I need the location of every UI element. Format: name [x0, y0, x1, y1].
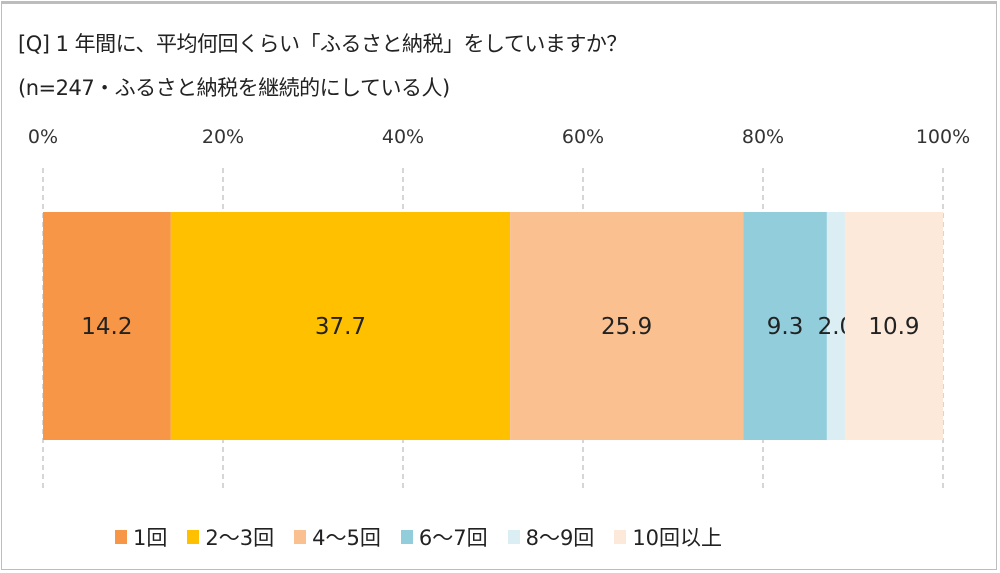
data-label: 25.9 [601, 314, 652, 340]
x-tick-label: 80% [742, 126, 784, 148]
data-label: 9.3 [767, 314, 804, 340]
chart-subtitle: (n=247・ふるさと納税を継続的にしている人) [18, 76, 450, 100]
legend-label: 10回以上 [632, 526, 723, 550]
legend-item: 6～7回 [400, 522, 488, 552]
legend-label: 2～3回 [205, 526, 275, 550]
legend-label: 1回 [133, 526, 168, 550]
bar-segment [844, 212, 943, 440]
bar-segment [510, 212, 744, 440]
legend-swatch [400, 530, 413, 544]
x-tick-label: 0% [28, 126, 58, 148]
legend-swatch [115, 530, 127, 544]
bar-segment [43, 212, 171, 440]
bar-segment [743, 212, 827, 440]
data-label: 10.9 [868, 314, 919, 340]
legend-item: 1回 [115, 522, 167, 552]
legend-label: 6～7回 [418, 526, 488, 550]
bar-segment [826, 212, 845, 440]
legend-swatch [187, 530, 200, 544]
data-label: 14.2 [81, 314, 132, 340]
chart-title: [Q] 1 年間に、平均何回くらい「ふるさと納税」をしていますか？ [18, 32, 627, 56]
legend-item: 10回以上 [614, 522, 722, 552]
legend-label: 8～9回 [525, 526, 595, 550]
legend: 1回 2～3回 4～5回 6～7回 8～9回 10回以上 [115, 522, 742, 552]
legend-item: 2～3回 [187, 522, 274, 552]
legend-swatch [294, 530, 307, 544]
bar-segment [170, 212, 511, 440]
legend-item: 8～9回 [507, 522, 595, 552]
x-tick-label: 100% [916, 126, 970, 148]
legend-item: 4～5回 [294, 522, 381, 552]
x-tick-label: 60% [562, 126, 604, 148]
x-tick-label: 20% [202, 126, 244, 148]
legend-swatch [614, 530, 627, 544]
legend-swatch [507, 530, 520, 544]
x-tick-label: 40% [382, 126, 424, 148]
legend-label: 4～5回 [312, 526, 381, 550]
data-label: 37.7 [315, 314, 366, 340]
